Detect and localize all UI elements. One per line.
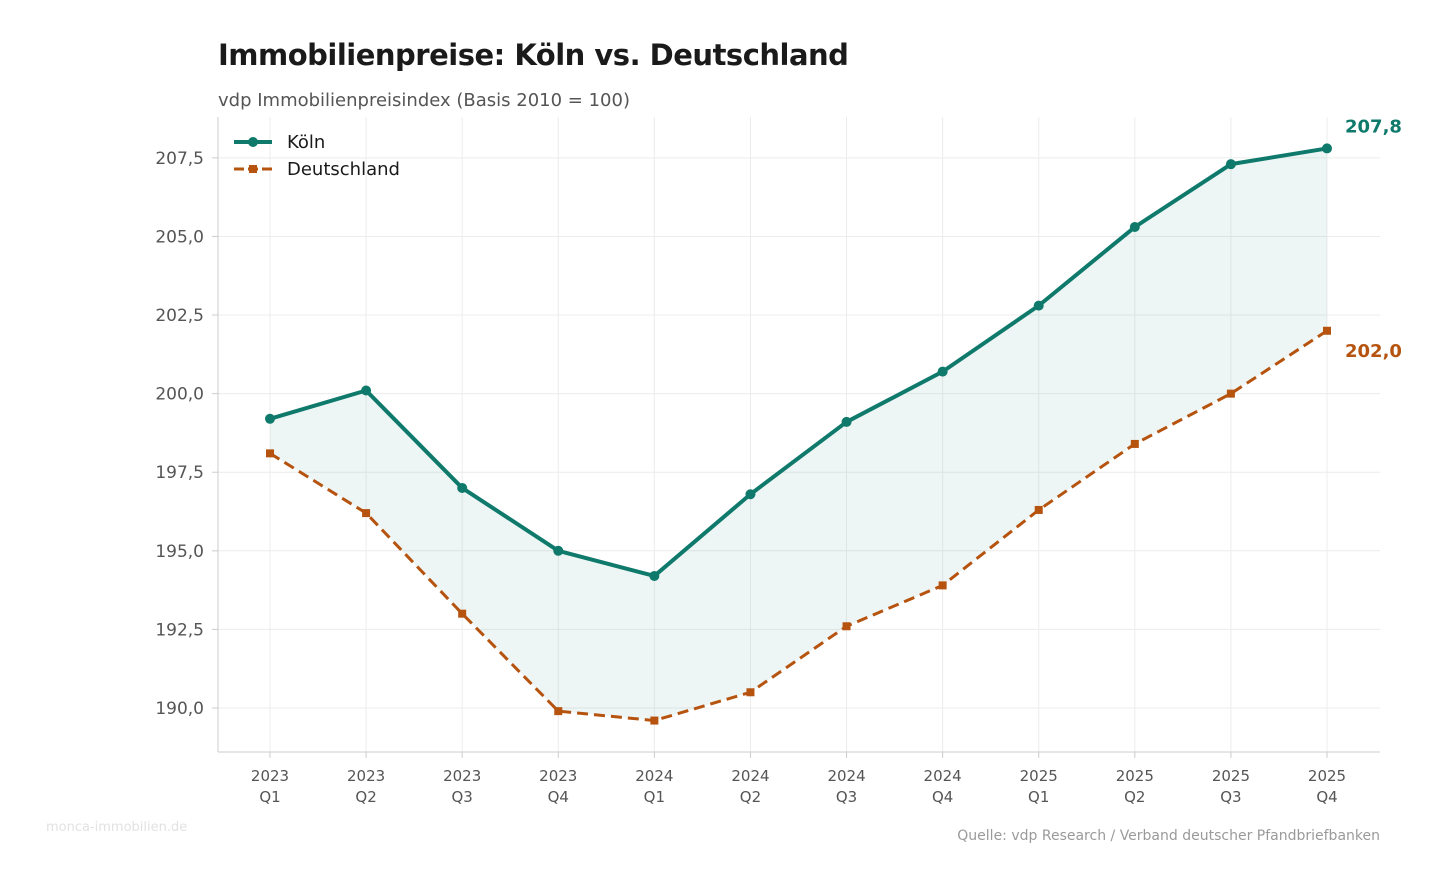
- x-tick-label: Q2: [355, 788, 376, 806]
- data-point: [1130, 439, 1139, 448]
- data-point: [1225, 159, 1236, 170]
- x-tick-label: 2025: [1020, 767, 1058, 785]
- x-tick-label: 2023: [251, 767, 289, 785]
- y-tick-label: 195,0: [155, 542, 204, 562]
- y-tick-label: 192,5: [155, 620, 204, 640]
- data-point: [361, 385, 372, 396]
- data-point: [1226, 389, 1235, 398]
- data-point: [1033, 300, 1044, 311]
- x-tick-label: Q1: [259, 788, 280, 806]
- data-point: [1322, 143, 1332, 154]
- data-point: [265, 413, 275, 424]
- x-tick-label: Q3: [836, 788, 857, 806]
- x-tick-label: 2023: [443, 767, 481, 785]
- legend-label: Deutschland: [287, 159, 400, 180]
- y-tick-label: 200,0: [155, 385, 204, 405]
- x-tick-label: 2024: [731, 767, 769, 785]
- chart-title: Immobilienpreise: Köln vs. Deutschland: [218, 38, 849, 72]
- y-tick-label: 190,0: [155, 699, 204, 719]
- x-tick-label: Q4: [1316, 788, 1337, 806]
- x-tick-label: 2024: [635, 767, 673, 785]
- data-point: [746, 688, 755, 697]
- y-tick-label: 207,5: [155, 149, 204, 169]
- x-tick-label: 2024: [924, 767, 962, 785]
- x-tick-label: 2023: [539, 767, 577, 785]
- data-point: [457, 482, 468, 493]
- x-tick-label: 2024: [827, 767, 865, 785]
- data-point: [745, 489, 756, 500]
- data-point: [938, 581, 947, 590]
- legend-marker: [249, 165, 257, 173]
- end-value-label: 207,8: [1345, 116, 1402, 137]
- x-tick-label: Q4: [932, 788, 953, 806]
- difference-area: [270, 148, 1327, 721]
- x-tick-label: Q3: [1220, 788, 1241, 806]
- data-point: [1034, 505, 1043, 514]
- x-tick-label: Q4: [548, 788, 569, 806]
- x-tick-label: 2025: [1116, 767, 1154, 785]
- x-tick-label: 2023: [347, 767, 385, 785]
- series-line-koeln: [269, 146, 1328, 578]
- chart-subtitle: vdp Immobilienpreisindex (Basis 2010 = 1…: [218, 90, 630, 111]
- series-line-deutschland: [269, 329, 1328, 723]
- x-tick-label: Q3: [452, 788, 473, 806]
- y-tick-label: 197,5: [155, 463, 204, 483]
- data-point: [1323, 326, 1331, 335]
- data-point: [937, 366, 948, 377]
- data-point: [841, 416, 852, 427]
- end-value-label: 202,0: [1345, 341, 1402, 362]
- data-point: [362, 509, 371, 518]
- data-point: [554, 707, 563, 716]
- data-point: [1129, 222, 1140, 233]
- y-tick-label: 202,5: [155, 306, 204, 326]
- y-tick-label: 205,0: [155, 227, 204, 247]
- data-point: [842, 622, 851, 631]
- x-tick-label: 2025: [1212, 767, 1250, 785]
- x-tick-label: Q1: [644, 788, 665, 806]
- source-note: Quelle: vdp Research / Verband deutscher…: [957, 828, 1380, 844]
- x-tick-label: Q2: [1124, 788, 1145, 806]
- x-tick-label: 2025: [1308, 767, 1346, 785]
- data-point: [649, 570, 660, 581]
- data-point: [458, 609, 467, 618]
- legend-marker: [248, 137, 258, 147]
- watermark: monca-immobilien.de: [46, 820, 188, 835]
- x-tick-label: Q2: [740, 788, 761, 806]
- x-tick-label: Q1: [1028, 788, 1049, 806]
- data-point: [266, 449, 274, 458]
- legend-label: Köln: [287, 132, 325, 153]
- data-point: [553, 545, 564, 556]
- data-point: [650, 716, 659, 725]
